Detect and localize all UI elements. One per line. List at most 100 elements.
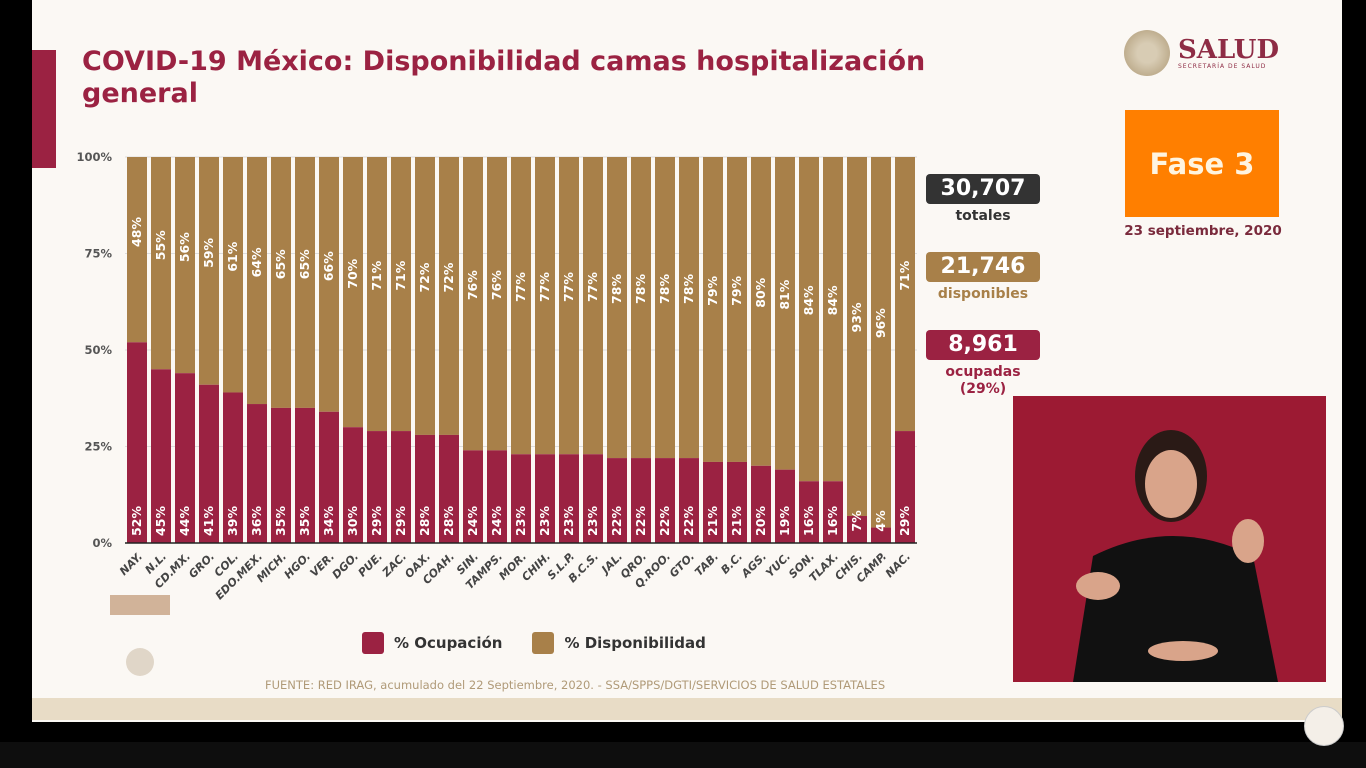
bar-disponibilidad: [679, 157, 699, 459]
bar-disponibilidad: [607, 157, 627, 459]
bar-disponibilidad: [799, 157, 819, 482]
bar-disponibilidad: [199, 157, 219, 385]
data-label-disponibilidad: 76%: [489, 270, 504, 300]
bar-disponibilidad: [871, 157, 891, 528]
data-label-disponibilidad: 93%: [849, 302, 864, 332]
bar-ocupacion: [463, 450, 483, 543]
bar-disponibilidad: [631, 157, 651, 459]
sign-language-interpreter-video: [1013, 396, 1326, 682]
stat-total: 30,707 totales: [926, 174, 1040, 225]
bar-disponibilidad: [559, 157, 579, 455]
footer-band: [32, 698, 1342, 720]
bar-disponibilidad: [391, 157, 411, 432]
bar-disponibilidad: [895, 157, 915, 432]
bar-disponibilidad: [535, 157, 555, 455]
data-label-ocupacion: 45%: [153, 506, 168, 536]
data-label-disponibilidad: 78%: [657, 274, 672, 304]
data-label-disponibilidad: 76%: [465, 270, 480, 300]
data-label-disponibilidad: 77%: [513, 272, 528, 302]
logo-subtitle: SECRETARÍA DE SALUD: [1178, 62, 1267, 70]
data-label-disponibilidad: 96%: [873, 308, 888, 338]
data-label-ocupacion: 29%: [897, 506, 912, 536]
bar-ocupacion: [319, 411, 339, 543]
bar-ocupacion: [823, 481, 843, 543]
bar-ocupacion: [871, 527, 891, 543]
data-label-ocupacion: 23%: [585, 506, 600, 536]
bar-disponibilidad: [319, 157, 339, 412]
data-label-disponibilidad: 65%: [273, 249, 288, 279]
bar-ocupacion: [679, 458, 699, 543]
bar-disponibilidad: [487, 157, 507, 451]
x-tick-label: HGO.: [282, 550, 313, 581]
bar-ocupacion: [367, 431, 387, 543]
bar-disponibilidad: [847, 157, 867, 516]
bar-ocupacion: [487, 450, 507, 543]
bar-disponibilidad: [775, 157, 795, 470]
bar-disponibilidad: [463, 157, 483, 451]
gobierno-mexico-logo: [1304, 706, 1344, 746]
data-label-ocupacion: 23%: [513, 506, 528, 536]
x-tick-label: AGS.: [738, 550, 769, 581]
bar-disponibilidad: [295, 157, 315, 408]
x-tick-label: DGO.: [330, 550, 361, 581]
y-tick-label: 25%: [84, 440, 112, 454]
bar-ocupacion: [415, 434, 435, 543]
bar-ocupacion: [583, 454, 603, 543]
page-title: COVID-19 México: Disponibilidad camas ho…: [82, 46, 926, 109]
data-label-ocupacion: 30%: [345, 506, 360, 536]
data-label-disponibilidad: 77%: [537, 272, 552, 302]
stat-total-label: totales: [955, 208, 1011, 224]
bar-disponibilidad: [247, 157, 267, 405]
data-label-disponibilidad: 71%: [393, 260, 408, 290]
data-label-ocupacion: 24%: [489, 506, 504, 536]
bar-disponibilidad: [583, 157, 603, 455]
data-label-ocupacion: 21%: [729, 506, 744, 536]
bar-ocupacion: [703, 461, 723, 543]
data-label-ocupacion: 35%: [273, 506, 288, 536]
data-label-ocupacion: 29%: [393, 506, 408, 536]
bar-ocupacion: [391, 431, 411, 543]
legend-item-disponibilidad: % Disponibilidad: [532, 632, 706, 654]
bar-disponibilidad: [367, 157, 387, 432]
data-label-ocupacion: 16%: [801, 506, 816, 536]
stat-available-label: disponibles: [937, 286, 1029, 302]
x-tick-label: NAC.: [883, 550, 913, 580]
bar-disponibilidad: [727, 157, 747, 462]
data-label-ocupacion: 16%: [825, 506, 840, 536]
bar-ocupacion: [511, 454, 531, 543]
x-tick-label: TAB.: [692, 550, 721, 579]
bar-disponibilidad: [151, 157, 171, 370]
bar-disponibilidad: [703, 157, 723, 462]
bar-ocupacion: [199, 384, 219, 543]
y-tick-label: 100%: [76, 150, 112, 164]
bar-ocupacion: [151, 369, 171, 543]
data-label-ocupacion: 29%: [369, 506, 384, 536]
data-label-disponibilidad: 78%: [609, 274, 624, 304]
data-label-disponibilidad: 59%: [201, 237, 216, 267]
data-label-ocupacion: 36%: [249, 506, 264, 536]
bar-disponibilidad: [343, 157, 363, 428]
bar-disponibilidad: [439, 157, 459, 435]
x-tick-label: GRO.: [186, 550, 217, 581]
data-label-ocupacion: 22%: [657, 506, 672, 536]
data-label-disponibilidad: 65%: [297, 249, 312, 279]
data-label-ocupacion: 35%: [297, 506, 312, 536]
data-label-disponibilidad: 72%: [417, 262, 432, 292]
bar-disponibilidad: [175, 157, 195, 374]
bar-disponibilidad: [415, 157, 435, 435]
bar-disponibilidad: [223, 157, 243, 393]
y-tick-label: 75%: [84, 247, 112, 261]
bar-disponibilidad: [655, 157, 675, 459]
source-note: FUENTE: RED IRAG, acumulado del 22 Septi…: [265, 678, 886, 692]
bar-ocupacion: [607, 458, 627, 543]
decorative-emblem: [105, 590, 175, 680]
bar-ocupacion: [271, 407, 291, 543]
phase-badge: Fase 3: [1125, 110, 1279, 217]
bar-ocupacion: [559, 454, 579, 543]
bar-ocupacion: [895, 431, 915, 543]
x-tick-label: PUE.: [356, 550, 385, 579]
data-label-ocupacion: 28%: [417, 506, 432, 536]
stat-occupied-value: 8,961: [926, 330, 1040, 360]
bar-ocupacion: [223, 392, 243, 543]
salud-logo: SALUD SECRETARÍA DE SALUD: [1124, 30, 1279, 76]
